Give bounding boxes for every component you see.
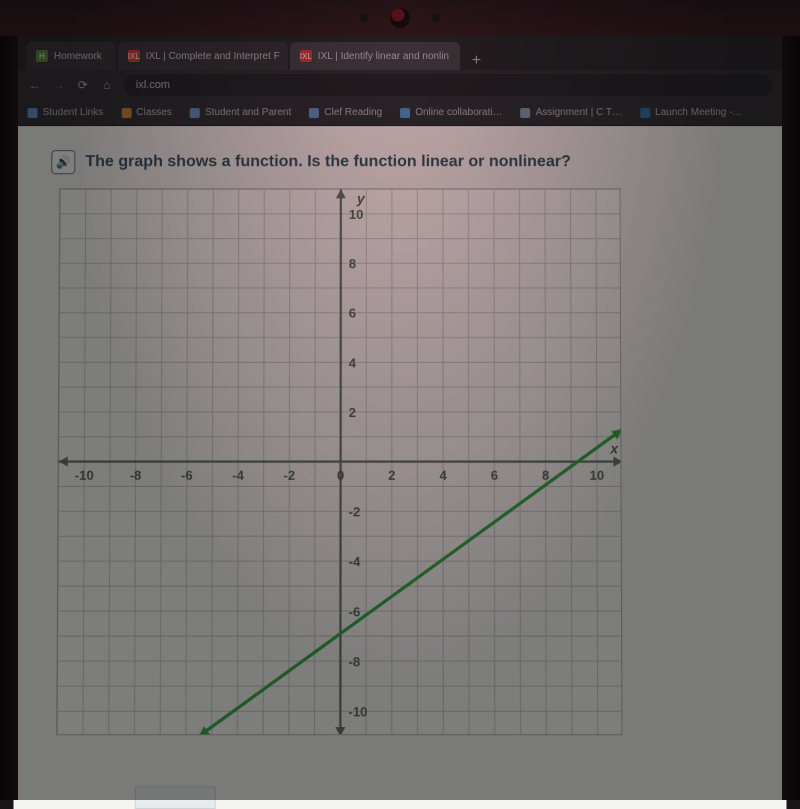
function-line: [199, 429, 623, 735]
x-arrow-right: [613, 457, 622, 467]
svg-text:-8: -8: [348, 654, 360, 669]
x-axis-label: x: [609, 440, 619, 456]
svg-text:-10: -10: [348, 704, 367, 719]
bookmark-icon: [400, 108, 410, 118]
bezel-left: [0, 36, 18, 800]
svg-text:0: 0: [337, 468, 344, 483]
bezel-right: [782, 36, 800, 800]
y-arrow-down: [335, 727, 345, 735]
bookmark-label: Online collaborati…: [415, 107, 502, 118]
home-icon[interactable]: ⌂: [100, 78, 114, 92]
bookmark-item[interactable]: Clef Reading: [309, 107, 382, 118]
axes: [57, 189, 622, 735]
bookmark-icon: [640, 108, 650, 118]
svg-text:10: 10: [590, 468, 605, 483]
sensor-left: [360, 14, 368, 22]
screen-area: H Homework IXL IXL | Complete and Interp…: [13, 36, 786, 809]
bookmarks-bar: Student Links Classes Student and Parent Cl…: [17, 100, 782, 126]
bookmark-icon: [190, 108, 200, 118]
forward-icon[interactable]: →: [52, 78, 66, 92]
svg-text:2: 2: [388, 468, 395, 483]
bookmark-item[interactable]: Student and Parent: [190, 107, 291, 118]
bookmark-icon: [28, 108, 38, 118]
browser-tab[interactable]: IXL IXL | Complete and Interpret F: [118, 42, 288, 70]
tick-labels: -10 -8 -6 -4 -2 0 2 4 6 8 10 -10 -8 -6 -4 -2 2 4 6 8 10: [74, 207, 605, 719]
svg-text:-2: -2: [349, 504, 361, 519]
new-tab-button[interactable]: +: [462, 52, 491, 70]
bookmark-item[interactable]: Classes: [121, 107, 172, 118]
svg-text:4: 4: [439, 468, 447, 483]
url-input[interactable]: ixl.com: [124, 74, 773, 96]
svg-text:6: 6: [349, 306, 356, 321]
bookmark-label: Clef Reading: [324, 107, 382, 118]
y-arrow-up: [336, 189, 346, 198]
svg-text:6: 6: [491, 468, 498, 483]
browser-tab[interactable]: H Homework: [26, 42, 116, 70]
speaker-icon[interactable]: 🔊: [51, 150, 75, 174]
reload-icon[interactable]: ⟳: [76, 78, 90, 92]
bookmark-icon: [121, 108, 131, 118]
bookmark-item[interactable]: Student Links: [28, 107, 104, 118]
svg-text:-4: -4: [349, 554, 361, 569]
bookmark-item[interactable]: Launch Meeting -…: [640, 107, 742, 118]
bookmark-label: Assignment | C T…: [536, 107, 622, 118]
svg-text:-6: -6: [349, 604, 361, 619]
svg-text:-8: -8: [130, 468, 142, 483]
y-axis-label: y: [356, 190, 366, 206]
address-bar-row: ← → ⟳ ⌂ ixl.com: [18, 70, 783, 100]
webcam: [390, 8, 410, 28]
bookmark-label: Launch Meeting -…: [655, 107, 742, 118]
bookmark-item[interactable]: Assignment | C T…: [521, 107, 622, 118]
page-content: 🔊 The graph shows a function. Is the fun…: [13, 126, 786, 809]
svg-text:-10: -10: [75, 468, 94, 483]
question-text: The graph shows a function. Is the funct…: [85, 153, 571, 171]
svg-text:2: 2: [349, 405, 356, 420]
bookmark-item[interactable]: Online collaborati…: [400, 107, 502, 118]
back-icon[interactable]: ←: [28, 78, 42, 92]
tab-favicon: H: [36, 50, 48, 62]
svg-text:8: 8: [349, 256, 356, 271]
svg-text:-4: -4: [232, 468, 244, 483]
laptop-bezel: [0, 0, 800, 36]
answer-button[interactable]: [135, 786, 216, 809]
tab-label: Homework: [54, 50, 102, 61]
bookmark-icon: [309, 108, 319, 118]
svg-text:-6: -6: [181, 468, 193, 483]
tab-label: IXL | Complete and Interpret F: [146, 50, 280, 61]
x-arrow-left: [59, 457, 68, 467]
bookmark-label: Student and Parent: [205, 107, 291, 118]
svg-text:-2: -2: [283, 468, 295, 483]
svg-text:4: 4: [349, 355, 357, 370]
bookmark-label: Classes: [136, 107, 172, 118]
question-row: 🔊 The graph shows a function. Is the fun…: [51, 150, 749, 174]
bookmark-icon: [521, 108, 531, 118]
chart-container: -10-8-6-4-20246810-10-8-6-4-2246810yx: [56, 188, 752, 740]
url-text: ixl.com: [136, 79, 170, 91]
tab-favicon: IXL: [300, 50, 312, 62]
function-graph: -10-8-6-4-20246810-10-8-6-4-2246810yx: [56, 188, 622, 735]
tab-favicon: IXL: [128, 50, 140, 62]
browser-tab-strip: H Homework IXL IXL | Complete and Interp…: [18, 36, 782, 70]
browser-tab-active[interactable]: IXL IXL | Identify linear and nonlin: [290, 42, 460, 70]
svg-text:10: 10: [349, 207, 364, 222]
bookmark-label: Student Links: [43, 107, 104, 118]
tab-label: IXL | Identify linear and nonlin: [318, 50, 449, 61]
svg-text:8: 8: [542, 468, 549, 483]
sensor-right: [432, 14, 440, 22]
